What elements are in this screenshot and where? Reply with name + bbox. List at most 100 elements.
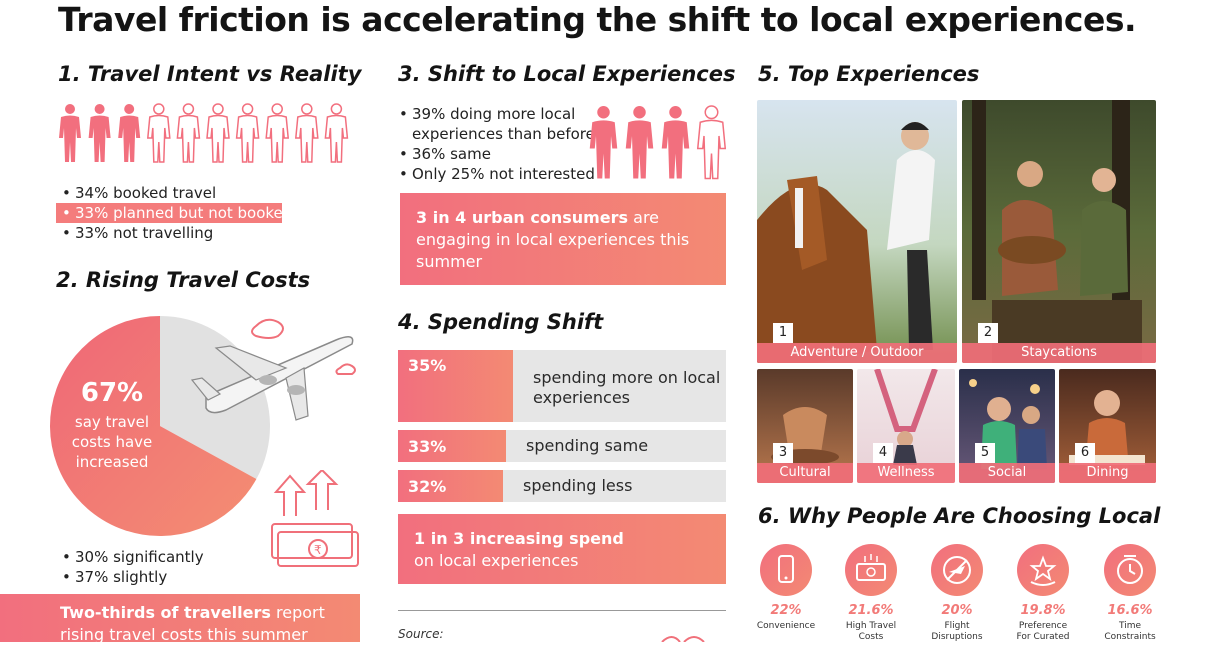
person-outline-icon bbox=[696, 105, 727, 180]
experience-label: Staycations bbox=[962, 343, 1156, 363]
section2-bullet-2: • 37% slightly bbox=[62, 568, 168, 586]
person-filled-icon bbox=[589, 106, 618, 179]
reason-label: Preference bbox=[1018, 621, 1068, 631]
experience-card-6[interactable]: 6 Dining bbox=[1059, 369, 1156, 483]
experience-card-2[interactable]: 2 Staycations bbox=[962, 100, 1156, 363]
airplane-icon bbox=[190, 318, 356, 421]
reason-pct: 22% bbox=[770, 603, 802, 618]
person-outline-icon bbox=[206, 103, 230, 163]
person-outline-icon bbox=[324, 103, 349, 163]
person-filled-icon bbox=[88, 104, 111, 162]
reason-preference-curated: 19.8% Preference For Curated bbox=[999, 544, 1087, 643]
person-filled-icon bbox=[625, 106, 654, 179]
experience-number: 5 bbox=[975, 443, 995, 463]
reason-convenience: 22% Convenience bbox=[742, 544, 830, 632]
source-divider bbox=[398, 610, 726, 611]
person-filled-icon bbox=[661, 106, 690, 179]
experience-number: 1 bbox=[773, 323, 793, 343]
experience-card-1[interactable]: 1 Adventure / Outdoor bbox=[757, 100, 957, 363]
spending-shift-bar-chart: 35% spending more on local experiences 33% s… bbox=[398, 350, 726, 505]
dining-icon bbox=[1069, 390, 1145, 469]
bar bbox=[398, 350, 513, 422]
phone-icon bbox=[760, 544, 812, 596]
local-shift-pictograph bbox=[589, 105, 727, 180]
horse-rider-icon bbox=[757, 122, 935, 363]
section2-bullet-1: • 30% significantly bbox=[62, 548, 204, 566]
pie-caption-3: increased bbox=[75, 453, 149, 471]
experience-label: Social bbox=[959, 463, 1055, 483]
reason-pct: 20% bbox=[941, 603, 973, 618]
reason-time-constraints: 16.6% Time Constraints bbox=[1086, 544, 1174, 643]
bar-category-label: spending less bbox=[523, 476, 633, 495]
pie-label-group: 67% say travel costs have increased bbox=[66, 378, 158, 472]
page-title: Travel friction is accelerating the shif… bbox=[58, 0, 1137, 39]
pie-slice-increased bbox=[49, 316, 257, 536]
section4-banner: 1 in 3 increasing spend on local experie… bbox=[398, 514, 726, 584]
person-filled-icon bbox=[118, 104, 141, 162]
section1-bullet-1: • 34% booked travel bbox=[62, 184, 217, 202]
section5-heading: 5. Top Experiences bbox=[758, 62, 980, 86]
experience-number: 3 bbox=[773, 443, 793, 463]
bar-value-label: 33% bbox=[408, 437, 447, 456]
section2-banner: Two-thirds of travellers report rising t… bbox=[0, 594, 360, 644]
clock-icon bbox=[1104, 544, 1156, 596]
pie-caption-2: costs have bbox=[71, 433, 153, 451]
reason-label-2: For Curated bbox=[1016, 632, 1070, 642]
rising-cost-icon: ₹ bbox=[271, 470, 359, 567]
no-flight-icon bbox=[931, 544, 983, 596]
pie-value: 67% bbox=[80, 378, 144, 408]
section3-banner: 3 in 4 urban consumers are engaging in l… bbox=[400, 193, 726, 285]
section3-heading: 3. Shift to Local Experiences bbox=[398, 62, 736, 86]
section3-bullet-1: • 39% doing more local bbox=[399, 105, 576, 123]
experience-label: Cultural bbox=[757, 463, 853, 483]
brand-mark-icon bbox=[661, 636, 705, 642]
reason-flight-disruptions: 20% Flight Disruptions bbox=[913, 544, 1001, 643]
experience-number: 2 bbox=[978, 323, 998, 343]
bar-row: 33% spending same bbox=[398, 430, 726, 462]
person-outline-icon bbox=[146, 103, 171, 163]
pie-caption-1: say travel bbox=[74, 413, 150, 431]
reason-label-2: Constraints bbox=[1104, 632, 1156, 642]
reason-high-travel-costs: 21.6% High Travel Costs bbox=[827, 544, 915, 643]
reason-pct: 21.6% bbox=[848, 603, 894, 618]
experience-card-4[interactable]: 4 Wellness bbox=[857, 369, 955, 483]
highlight-bar bbox=[56, 203, 282, 223]
person-filled-icon bbox=[59, 104, 81, 162]
reason-pct: 16.6% bbox=[1107, 603, 1153, 618]
experience-label: Dining bbox=[1059, 463, 1156, 483]
experience-label: Wellness bbox=[857, 463, 955, 483]
bar-row: 32% spending less bbox=[398, 470, 726, 502]
reason-label-2: Costs bbox=[858, 632, 884, 642]
person-outline-icon bbox=[235, 103, 260, 163]
star-hand-icon bbox=[1017, 544, 1069, 596]
experience-number: 4 bbox=[873, 443, 893, 463]
money-icon bbox=[845, 544, 897, 596]
section1-bullet-3: • 33% not travelling bbox=[62, 224, 214, 242]
bar-category-label: spending same bbox=[526, 436, 649, 455]
bar-value-label: 35% bbox=[408, 356, 447, 375]
svg-text:₹: ₹ bbox=[314, 543, 322, 557]
reason-pct: 19.8% bbox=[1020, 603, 1066, 618]
section6-heading: 6. Why People Are Choosing Local bbox=[758, 504, 1161, 528]
experience-card-5[interactable]: 5 Social bbox=[959, 369, 1055, 483]
reason-label: Convenience bbox=[756, 621, 816, 631]
person-outline-icon bbox=[265, 103, 290, 163]
bar-row: 35% spending more on local experiences bbox=[398, 350, 726, 422]
section1-heading: 1. Travel Intent vs Reality bbox=[58, 62, 362, 86]
bar bbox=[398, 470, 503, 502]
section3-bullet-3: • Only 25% not interested bbox=[399, 165, 595, 183]
reason-label: High Travel bbox=[845, 621, 897, 631]
reason-label-2: Disruptions bbox=[931, 632, 983, 642]
bar-value-label: 32% bbox=[408, 477, 447, 496]
reason-label: Flight bbox=[944, 621, 970, 631]
travel-intent-pictograph bbox=[59, 103, 349, 163]
experience-number: 6 bbox=[1075, 443, 1095, 463]
section3-bullet-1-cont: experiences than before bbox=[412, 125, 595, 143]
bar bbox=[398, 430, 506, 462]
section2-heading: 2. Rising Travel Costs bbox=[56, 268, 311, 292]
section4-heading: 4. Spending Shift bbox=[398, 310, 604, 334]
section1-bullet-2: • 33% planned but not booked bbox=[62, 204, 293, 222]
source-label: Source: bbox=[398, 627, 444, 641]
bar-category-label: spending more on local experiences bbox=[533, 368, 721, 407]
experience-card-3[interactable]: 3 Cultural bbox=[757, 369, 853, 483]
